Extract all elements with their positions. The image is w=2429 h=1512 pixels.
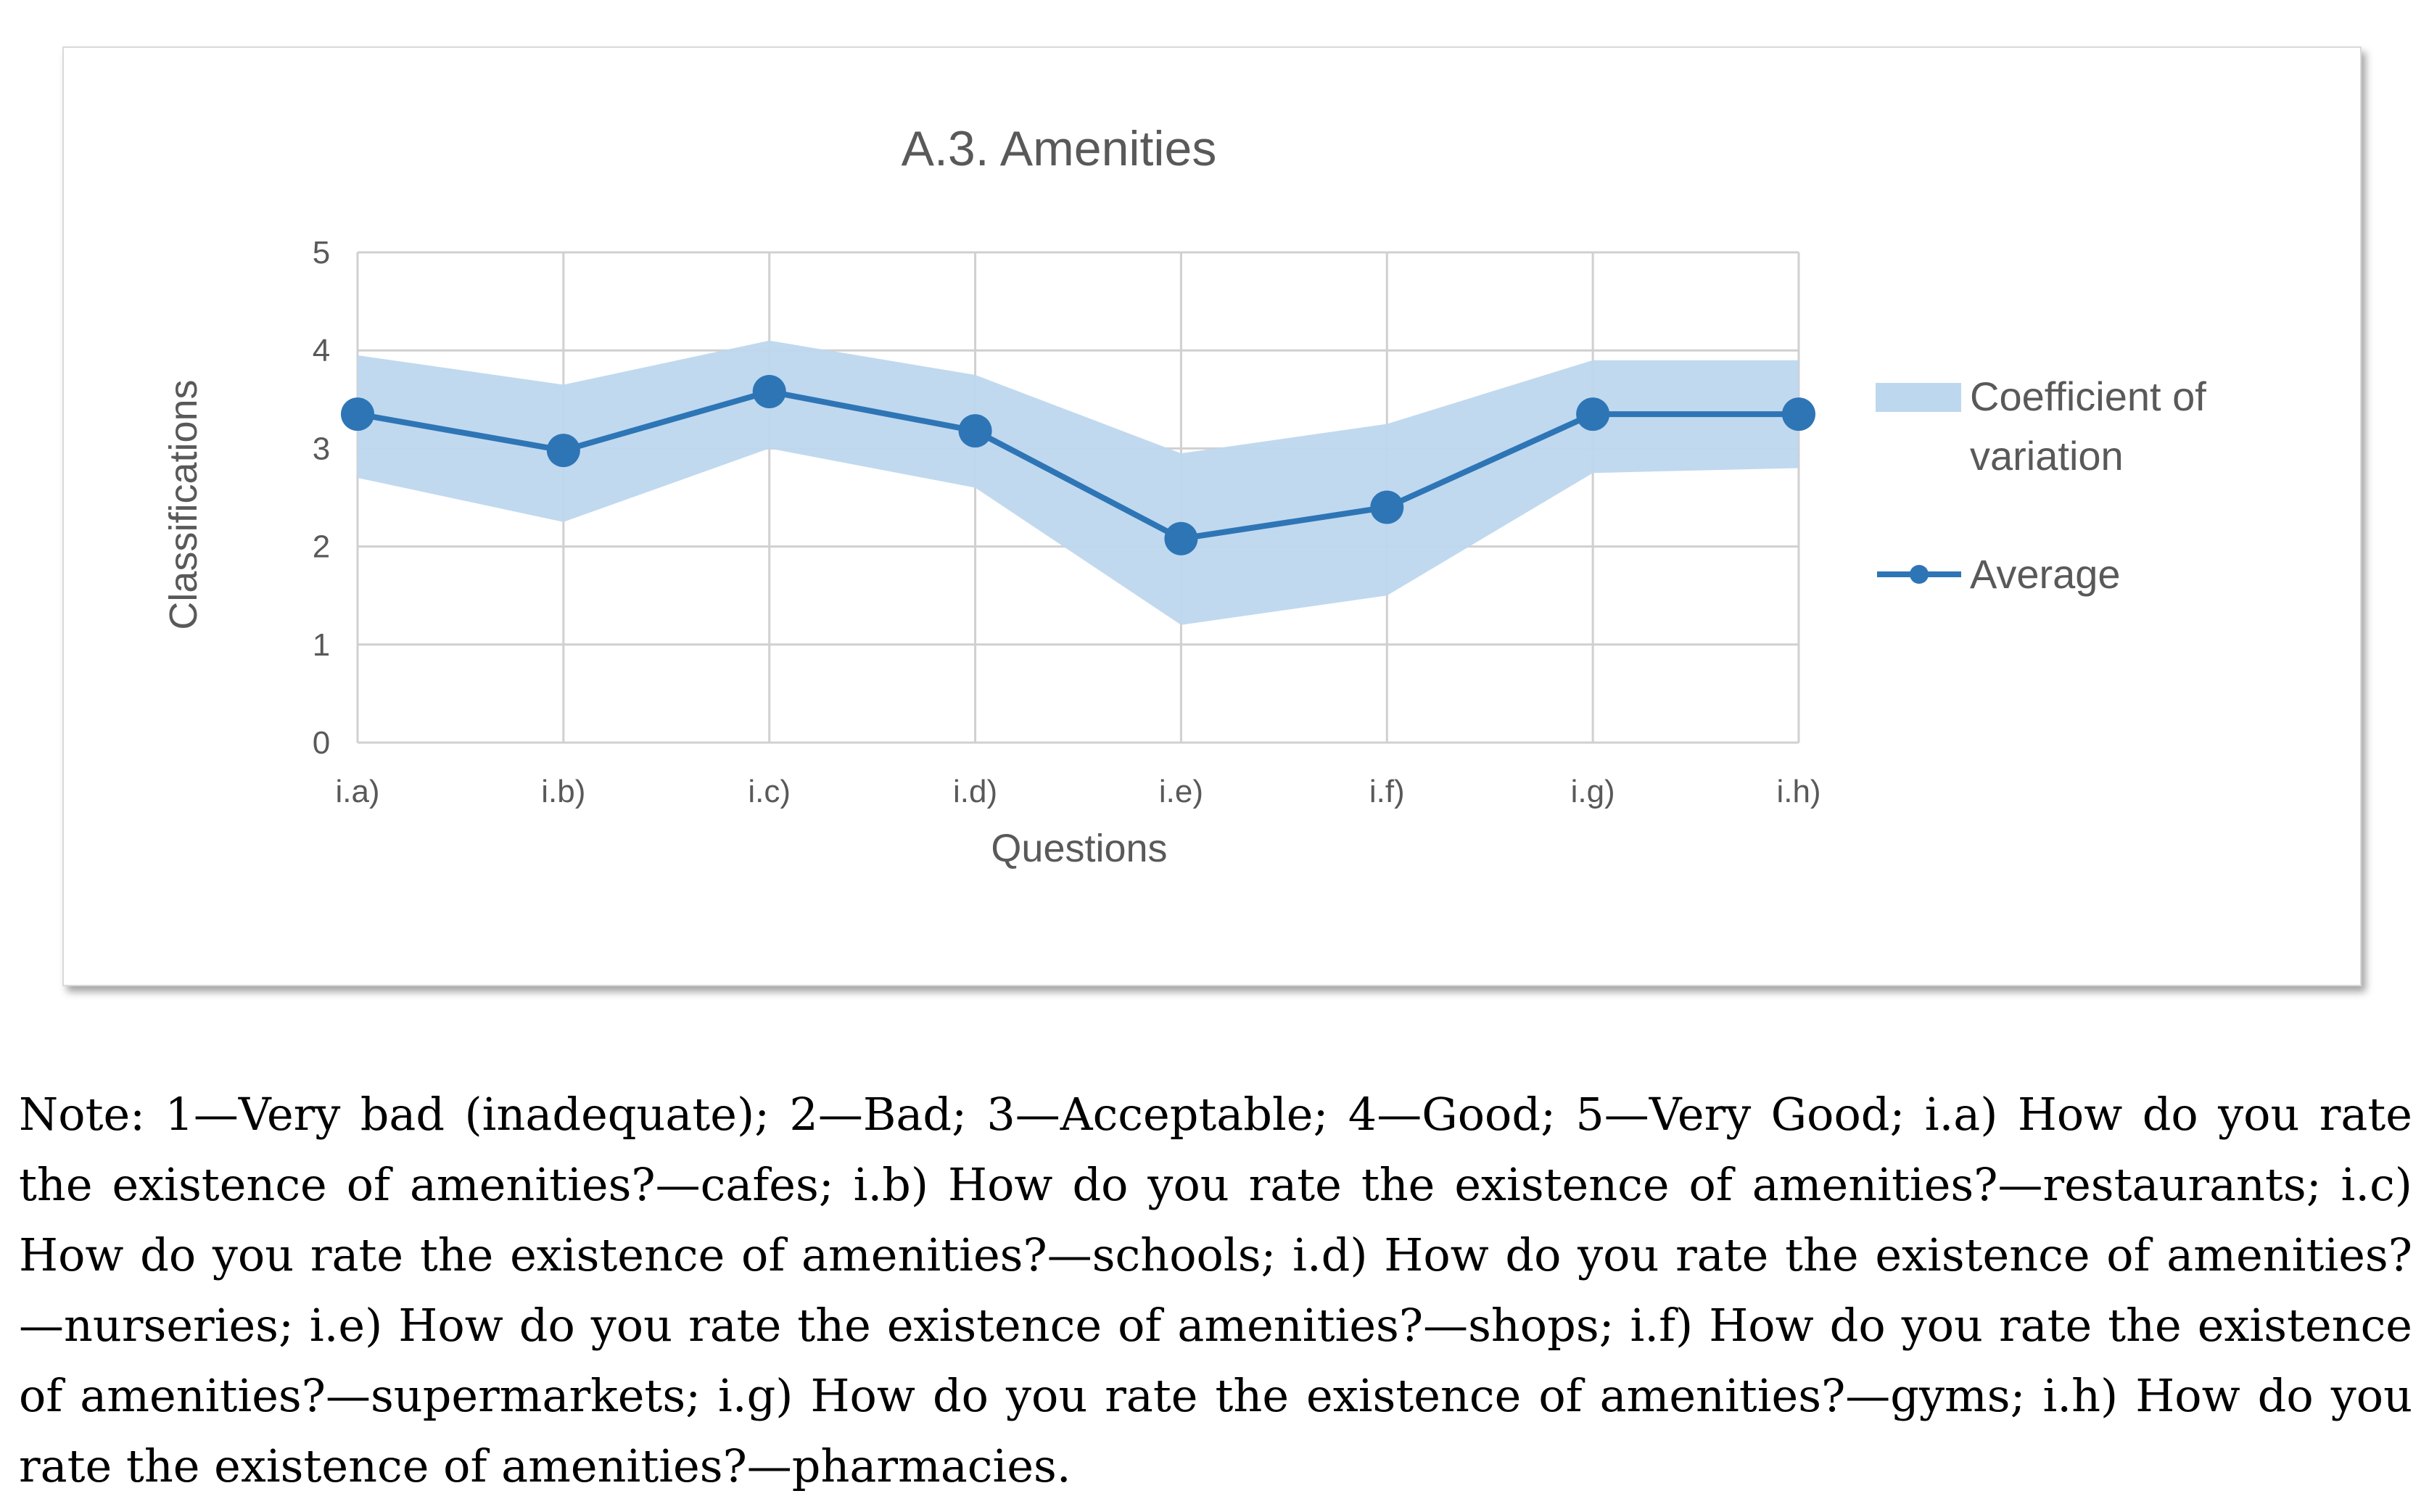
y-tick-label: 1 (313, 627, 330, 663)
x-tick-label: i.b) (541, 774, 585, 809)
legend-line-marker (1910, 565, 1929, 584)
average-point (752, 374, 786, 408)
figure-note: Note: 1—Very bad (inadequate); 2—Bad; 3—… (19, 1088, 2412, 1492)
marker-layer (341, 374, 1815, 555)
x-tick-label: i.h) (1776, 774, 1820, 809)
x-tick-label: i.d) (953, 774, 997, 809)
line-layer (357, 388, 1799, 542)
average-point (341, 397, 374, 431)
chart-title: A.3. Amenities (902, 121, 1217, 176)
grid-layer (356, 251, 1800, 744)
average-point (1370, 490, 1404, 524)
average-line (357, 388, 1799, 542)
y-tick-label: 5 (313, 235, 330, 270)
x-tick-label: i.c) (748, 774, 791, 809)
y-tick-label: 0 (313, 725, 330, 761)
y-tick-labels: 0 1 2 3 4 5 (313, 235, 330, 761)
average-point (1576, 397, 1610, 431)
y-tick-label: 2 (313, 529, 330, 565)
legend-band-swatch (1876, 383, 1961, 412)
x-tick-label: i.e) (1159, 774, 1203, 809)
x-tick-label: i.g) (1571, 774, 1615, 809)
y-tick-label: 3 (313, 431, 330, 466)
average-point (958, 414, 992, 448)
legend-line-label: Average (1970, 551, 2121, 597)
y-tick-label: 4 (313, 333, 330, 368)
average-point (546, 434, 580, 468)
x-tick-label: i.f) (1369, 774, 1405, 809)
x-tick-labels: i.a) i.b) i.c) i.d) i.e) i.f) i.g) i.h) (335, 774, 1820, 809)
average-point (1782, 397, 1815, 431)
y-axis-title: Classifications (162, 379, 205, 629)
average-point (1164, 521, 1198, 555)
legend-band-label-2: variation (1970, 433, 2124, 479)
x-axis-title: Questions (991, 827, 1167, 870)
x-tick-label: i.a) (335, 774, 379, 809)
legend-band-label-1: Coefficient of (1970, 373, 2206, 419)
